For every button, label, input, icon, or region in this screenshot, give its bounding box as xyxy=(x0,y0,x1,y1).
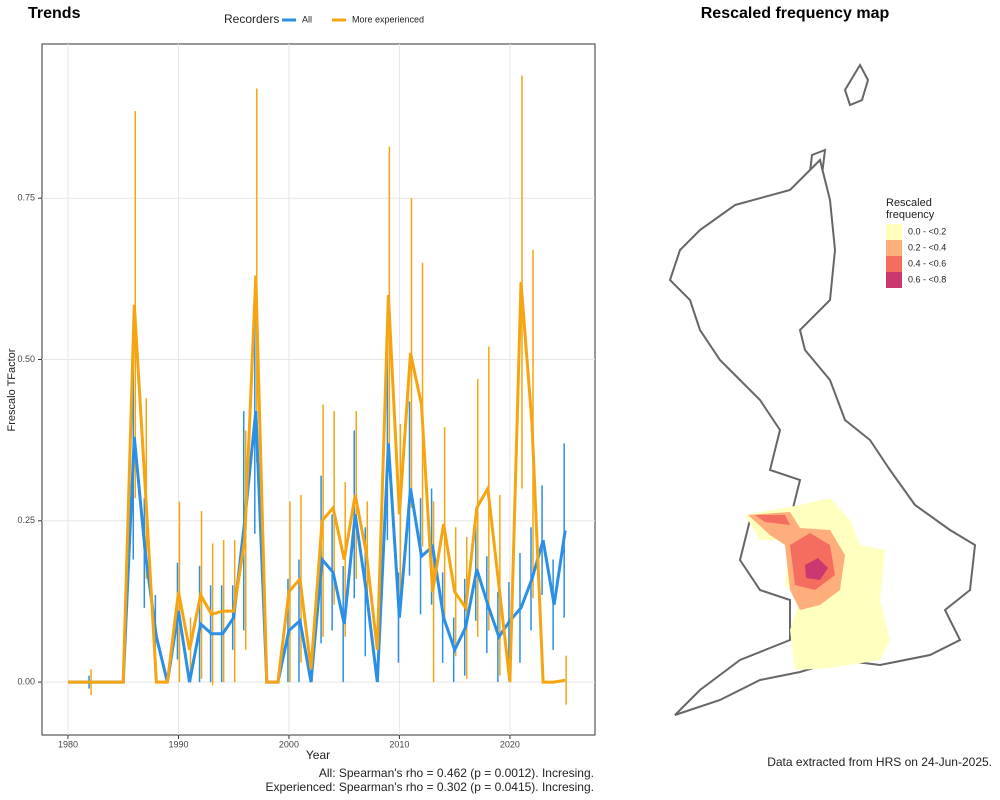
annotation: Experienced: Spearman's rho = 0.302 (p =… xyxy=(266,780,595,794)
legend-swatch xyxy=(886,272,902,288)
map-note: Data extracted from HRS on 24-Jun-2025. xyxy=(767,755,992,769)
x-tick-label: 1980 xyxy=(58,739,78,749)
x-tick-label: 1990 xyxy=(168,739,188,749)
plot-frame xyxy=(41,43,596,736)
legend-label: All xyxy=(302,14,312,24)
legend-label: 0.6 - <0.8 xyxy=(908,274,946,284)
x-axis-label: Year xyxy=(306,748,330,762)
islands xyxy=(808,62,870,177)
series-line xyxy=(68,275,566,684)
y-tick-label: 0.50 xyxy=(17,354,35,364)
y-tick-label: 0.25 xyxy=(17,515,35,525)
annotation: All: Spearman's rho = 0.462 (p = 0.0012)… xyxy=(319,766,594,780)
map-legend-title: frequency xyxy=(886,209,935,221)
y-tick-label: 0.00 xyxy=(17,676,35,686)
legend-swatch xyxy=(886,240,902,256)
legend-label: 0.2 - <0.4 xyxy=(908,242,946,252)
coastline xyxy=(668,158,977,716)
y-tick-label: 0.75 xyxy=(17,193,35,203)
legend-label: More experienced xyxy=(352,14,424,24)
map xyxy=(668,62,977,716)
y-axis-label: Frescalo TFactor xyxy=(6,348,18,431)
chart-title: Trends xyxy=(28,5,81,22)
region-top xyxy=(805,558,828,580)
legend-swatch xyxy=(886,224,902,240)
legend-label: 0.0 - <0.2 xyxy=(908,226,946,236)
map-title: Rescaled frequency map xyxy=(701,5,890,22)
x-tick-label: 2000 xyxy=(279,739,299,749)
legend-title: Recorders xyxy=(224,12,279,26)
legend-swatch xyxy=(886,256,902,272)
legend-label: 0.4 - <0.6 xyxy=(908,258,946,268)
x-tick-label: 2010 xyxy=(389,739,409,749)
x-tick-label: 2020 xyxy=(500,739,520,749)
map-legend-title: Rescaled xyxy=(886,197,932,209)
